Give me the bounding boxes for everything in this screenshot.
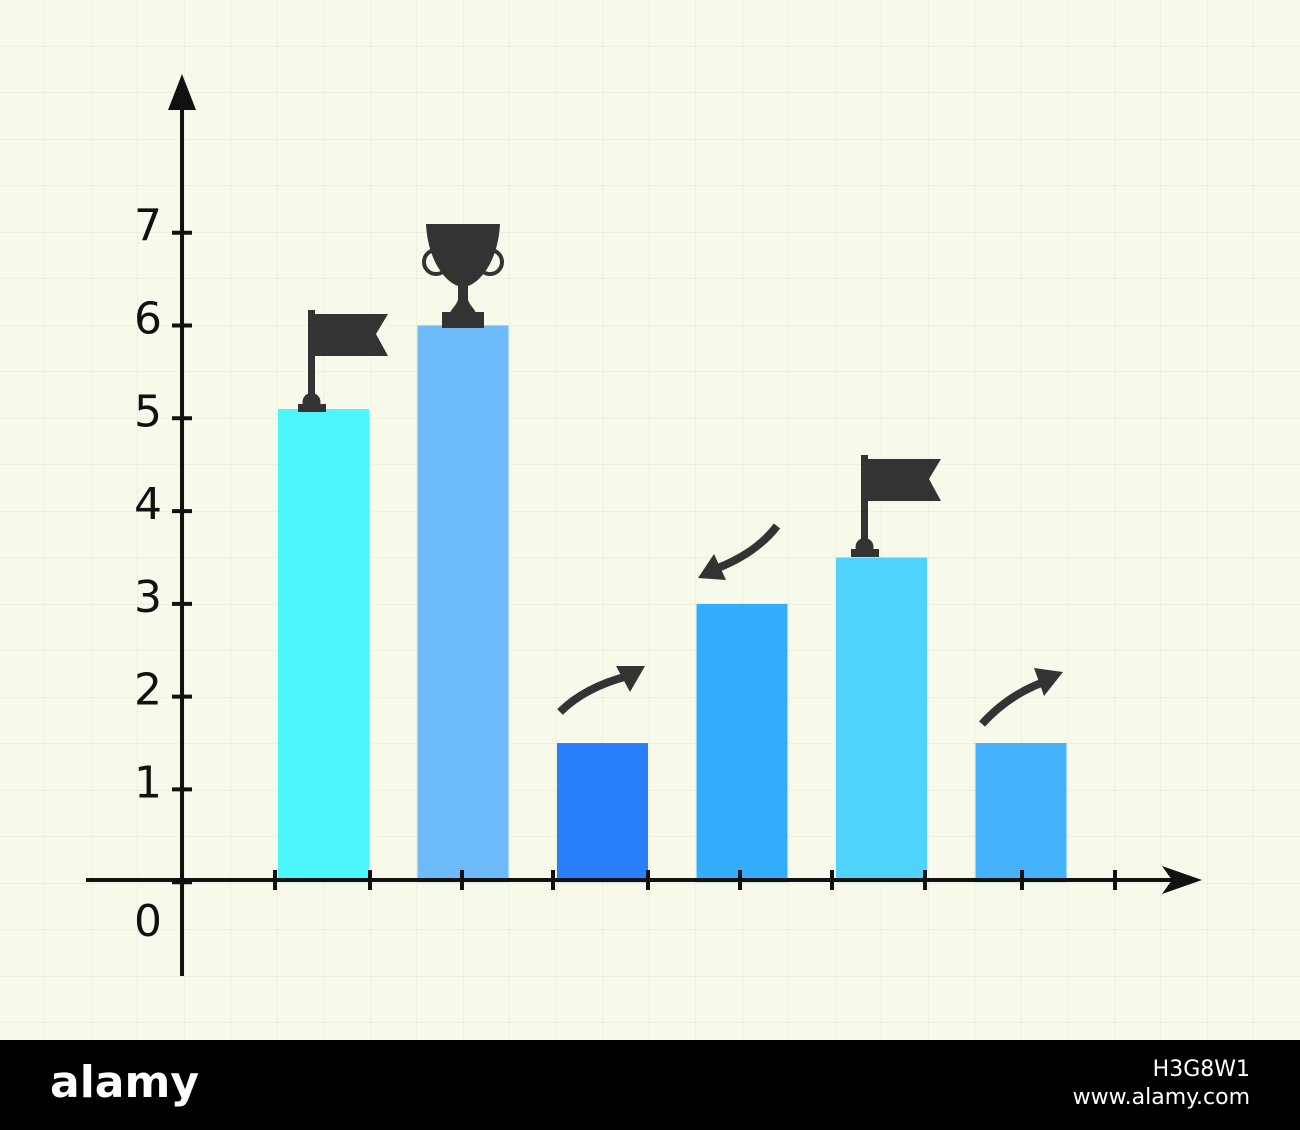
bar [557,743,648,883]
y-tick-label: 0 [134,896,162,947]
trophy-icon [422,224,504,328]
x-axis-arrow [1162,866,1202,894]
footer-bar [0,1040,1300,1130]
bar [696,603,788,883]
bar [836,557,927,883]
footer-url: www.alamy.com [1073,1085,1250,1110]
arrow-icon [698,523,781,580]
background-grid [0,0,1300,1040]
y-tick-label: 2 [134,665,162,716]
y-tick-label: 3 [134,572,162,623]
y-tick-label: 1 [134,757,162,808]
y-axis-arrow [168,74,196,110]
flag-icon [298,310,388,412]
footer-brand: alamy [50,1057,199,1108]
bar [975,743,1067,883]
y-tick-label: 7 [134,201,162,252]
y-tick-label: 4 [134,479,162,530]
y-tick-label: 5 [134,386,162,437]
arrow-icon [557,666,645,715]
bar [278,409,369,883]
bar [417,325,509,883]
y-tick-label: 6 [134,294,162,345]
x-ticks [273,870,1117,890]
flag-icon [851,455,941,557]
footer-image-id: H3G8W1 [1153,1057,1250,1082]
arrow-icon [979,668,1063,727]
